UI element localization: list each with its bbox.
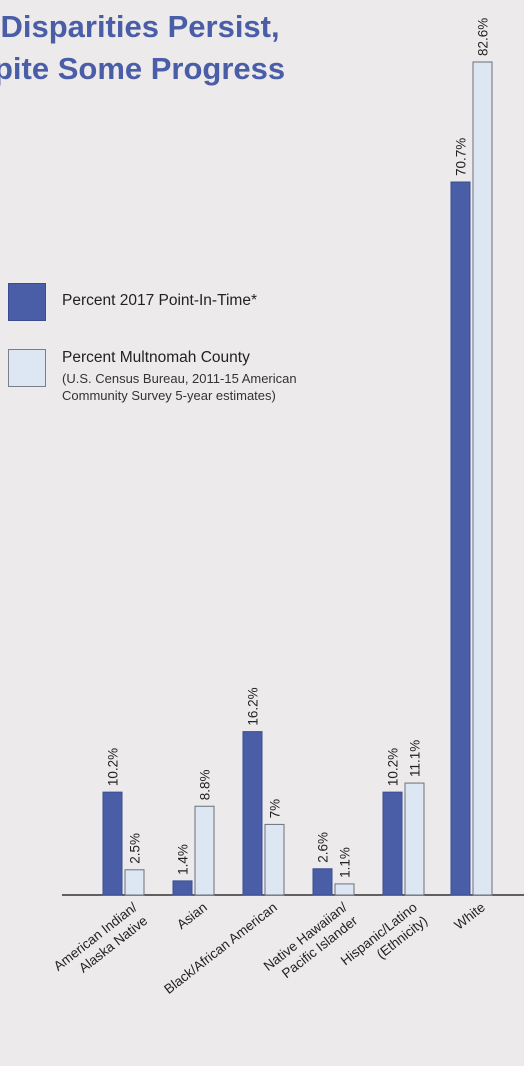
bar-multnomah-5 — [472, 61, 493, 896]
title-line-1: al Disparities Persist, — [0, 9, 280, 44]
data-label-multnomah-1: 8.8% — [198, 769, 213, 800]
chart-title: al Disparities Persist, pite Some Progre… — [0, 6, 470, 90]
bar-point-in-time-3 — [312, 868, 333, 896]
category-label-0: American Indian/Alaska Native — [51, 899, 151, 987]
data-label-multnomah-3: 1.1% — [338, 847, 353, 878]
title-line-2: pite Some Progress — [0, 51, 286, 86]
category-label-2: Black/African American — [161, 900, 280, 997]
category-label-5: White — [451, 900, 487, 933]
legend-note-line-2: Community Survey 5-year estimates) — [62, 388, 276, 403]
bar-multnomah-3 — [334, 883, 355, 896]
bar-point-in-time-0 — [102, 791, 123, 896]
category-label-4: Hispanic/Latino(Ethnicity) — [338, 900, 430, 982]
data-label-multnomah-4: 11.1% — [408, 740, 423, 777]
data-label-point-in-time-1: 1.4% — [176, 844, 191, 875]
data-label-point-in-time-4: 10.2% — [386, 748, 401, 786]
data-label-multnomah-2: 7% — [268, 799, 283, 819]
bar-point-in-time-2 — [242, 731, 263, 896]
bar-point-in-time-5 — [450, 181, 471, 896]
bar-multnomah-2 — [264, 823, 285, 896]
legend-label-point-in-time: Percent 2017 Point-In-Time* — [62, 292, 257, 309]
legend-swatch-multnomah — [8, 349, 46, 387]
data-label-point-in-time-0: 10.2% — [106, 748, 121, 786]
legend-label-multnomah: Percent Multnomah County — [62, 349, 250, 366]
data-label-point-in-time-2: 16.2% — [246, 687, 261, 725]
data-label-multnomah-5: 82.6% — [476, 18, 491, 56]
data-label-point-in-time-5: 70.7% — [454, 138, 469, 176]
legend-swatch-point-in-time — [8, 283, 46, 321]
data-label-multnomah-0: 2.5% — [128, 833, 143, 864]
bar-multnomah-0 — [124, 869, 145, 896]
bar-point-in-time-1 — [172, 880, 193, 896]
bar-point-in-time-4 — [382, 791, 403, 896]
legend-note-line-1: (U.S. Census Bureau, 2011-15 American — [62, 371, 297, 386]
category-label-1: Asian — [174, 900, 210, 933]
bar-multnomah-4 — [404, 782, 425, 896]
data-label-point-in-time-3: 2.6% — [316, 832, 331, 863]
bar-multnomah-1 — [194, 805, 215, 896]
